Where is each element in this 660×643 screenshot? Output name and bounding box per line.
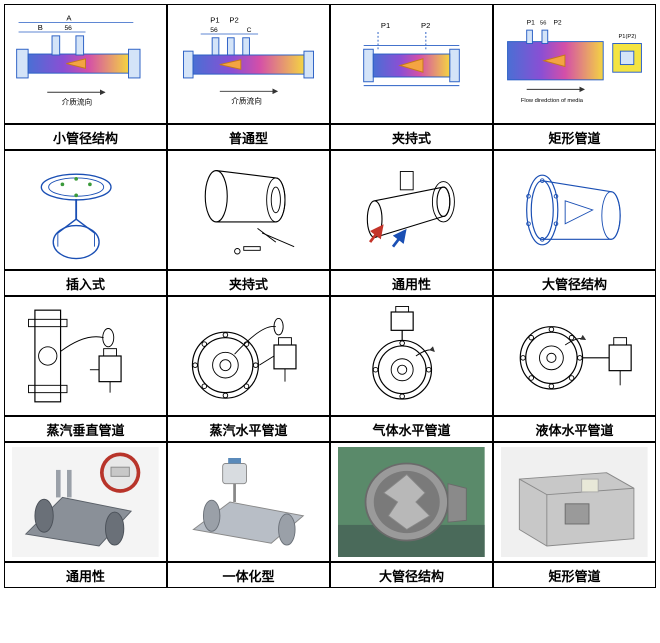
label-r4c2: 一体化型 — [167, 562, 330, 588]
dim-56b: 56 — [210, 27, 218, 34]
cell-r2c3-img — [330, 150, 493, 270]
label-r1c1: 小管径结构 — [4, 124, 167, 150]
cell-r4c3-img — [330, 442, 493, 562]
cell-r2c1-img — [4, 150, 167, 270]
cell-r1c2-img: P1 P2 56 C 介质流向 — [167, 4, 330, 124]
dim-p1d: P1 — [527, 20, 535, 27]
label-r1c2: 普通型 — [167, 124, 330, 150]
dim-p1p2: P1(P2) — [618, 34, 636, 40]
cell-r1c4-img: P1 56 P2 P1(P2) Flow diredction of media — [493, 4, 656, 124]
dim-c: C — [247, 27, 252, 34]
label-r2c3: 通用性 — [330, 270, 493, 296]
cell-r2c2-img — [167, 150, 330, 270]
dim-p1c: P1 — [381, 22, 390, 31]
caption-r1c1: 介质流向 — [62, 97, 93, 107]
photo-general — [9, 447, 162, 557]
label-r2c4: 大管径结构 — [493, 270, 656, 296]
photo-integrated — [172, 447, 325, 557]
drawing-general — [335, 155, 488, 265]
label-r1c4: 矩形管道 — [493, 124, 656, 150]
dim-b: B — [38, 24, 43, 33]
caption-r1c4: Flow diredction of media — [521, 98, 584, 104]
dim-p2: P2 — [229, 16, 238, 25]
drawing-steam-vertical — [9, 301, 162, 411]
dim-a: A — [66, 14, 72, 23]
drawing-large-pipe — [498, 155, 651, 265]
photo-rectangular — [498, 447, 651, 557]
photo-large-pipe — [335, 447, 488, 557]
diagram-rectangular: P1 56 P2 P1(P2) Flow diredction of media — [498, 9, 651, 119]
dim-p2c: P2 — [421, 22, 430, 31]
drawing-insert — [9, 155, 162, 265]
cell-r3c4-img — [493, 296, 656, 416]
label-r2c1: 插入式 — [4, 270, 167, 296]
drawing-liquid-horizontal — [498, 301, 651, 411]
label-r3c1: 蒸汽垂直管道 — [4, 416, 167, 442]
drawing-gas-horizontal — [335, 301, 488, 411]
cell-r3c1-img — [4, 296, 167, 416]
dim-p2d: P2 — [553, 20, 561, 27]
cell-r4c1-img — [4, 442, 167, 562]
product-grid: A B 56 介质流向 P1 P2 56 C — [4, 4, 656, 588]
label-r4c1: 通用性 — [4, 562, 167, 588]
cell-r4c4-img — [493, 442, 656, 562]
dim-p1: P1 — [210, 16, 219, 25]
label-r4c4: 矩形管道 — [493, 562, 656, 588]
caption-r1c2: 介质流向 — [231, 96, 262, 106]
diagram-common: P1 P2 56 C 介质流向 — [172, 9, 325, 119]
label-r1c3: 夹持式 — [330, 124, 493, 150]
cell-r2c4-img — [493, 150, 656, 270]
label-r3c3: 气体水平管道 — [330, 416, 493, 442]
label-r3c4: 液体水平管道 — [493, 416, 656, 442]
cell-r1c1-img: A B 56 介质流向 — [4, 4, 167, 124]
label-r2c2: 夹持式 — [167, 270, 330, 296]
dim-56d: 56 — [540, 21, 546, 27]
cell-r1c3-img: P1 P2 — [330, 4, 493, 124]
label-r4c3: 大管径结构 — [330, 562, 493, 588]
drawing-steam-horizontal — [172, 301, 325, 411]
diagram-small-pipe: A B 56 介质流向 — [9, 9, 162, 119]
diagram-clamp: P1 P2 — [335, 9, 488, 119]
dim-56: 56 — [64, 26, 72, 33]
label-r3c2: 蒸汽水平管道 — [167, 416, 330, 442]
cell-r3c2-img — [167, 296, 330, 416]
drawing-clamp — [172, 155, 325, 265]
cell-r3c3-img — [330, 296, 493, 416]
cell-r4c2-img — [167, 442, 330, 562]
